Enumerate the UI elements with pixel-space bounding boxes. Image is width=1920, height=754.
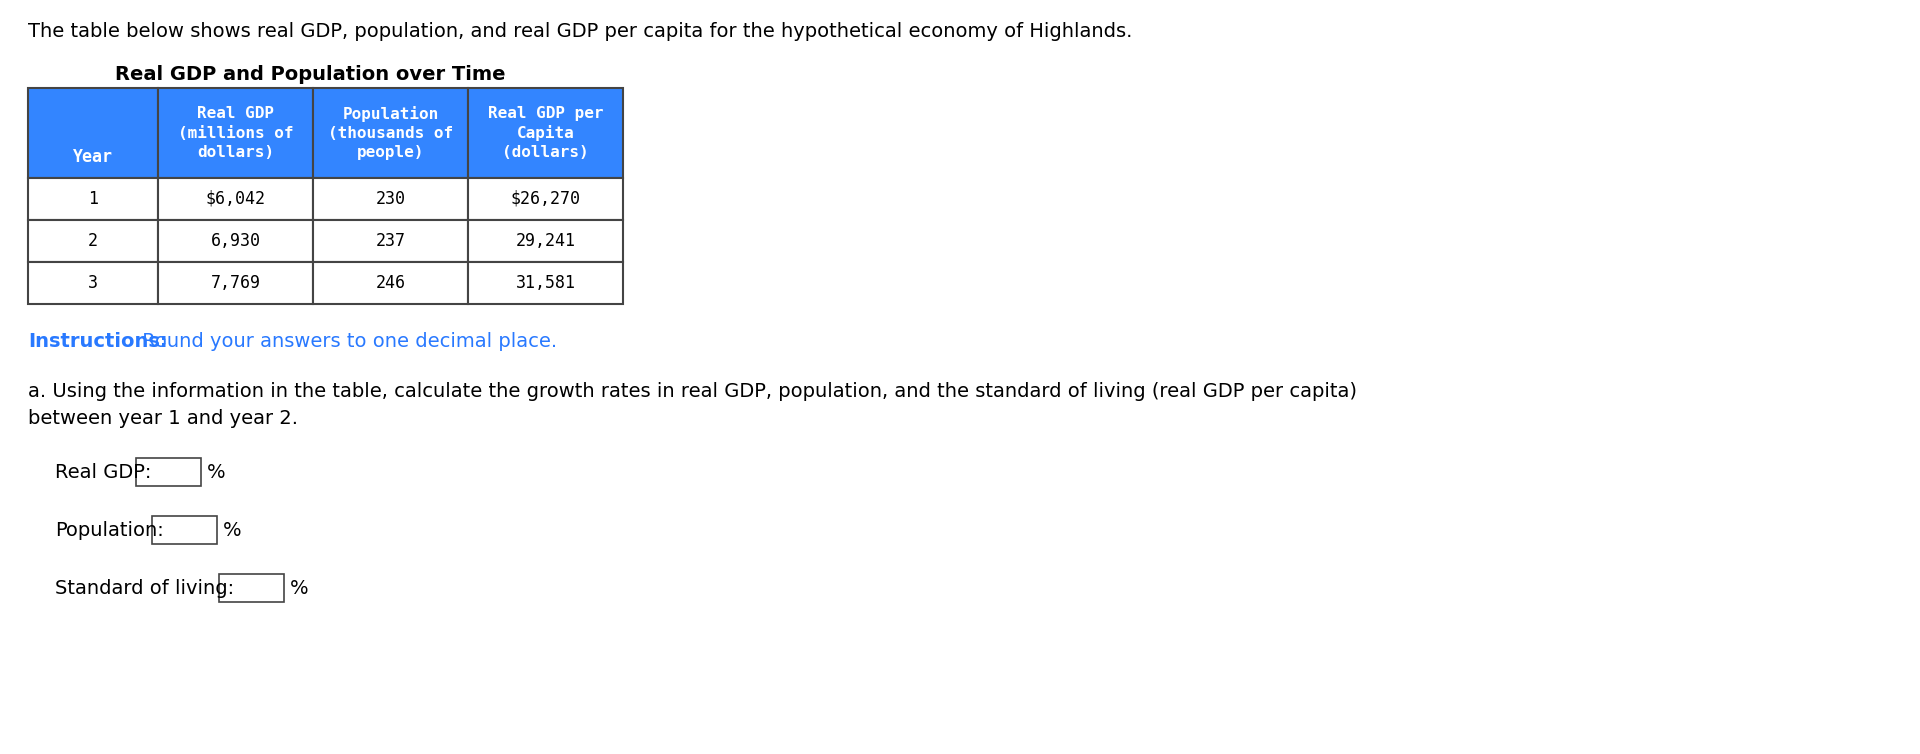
Bar — [29, 88, 157, 178]
Bar — [157, 88, 313, 178]
Bar — [219, 574, 284, 602]
Text: Year: Year — [73, 148, 113, 166]
Text: Population:: Population: — [56, 520, 163, 540]
Text: The table below shows real GDP, population, and real GDP per capita for the hypo: The table below shows real GDP, populati… — [29, 22, 1133, 41]
Bar — [157, 262, 313, 304]
Text: 29,241: 29,241 — [515, 232, 576, 250]
Text: Round your answers to one decimal place.: Round your answers to one decimal place. — [136, 332, 557, 351]
Bar — [29, 178, 157, 220]
Text: Real GDP:: Real GDP: — [56, 462, 152, 482]
Text: 2: 2 — [88, 232, 98, 250]
Text: 7,769: 7,769 — [211, 274, 261, 292]
Bar — [468, 178, 622, 220]
Text: %: % — [223, 520, 242, 540]
Bar — [313, 220, 468, 262]
Text: 31,581: 31,581 — [515, 274, 576, 292]
Bar — [29, 262, 157, 304]
Text: Instructions:: Instructions: — [29, 332, 167, 351]
Text: 237: 237 — [376, 232, 405, 250]
Bar — [157, 178, 313, 220]
Text: 1: 1 — [88, 190, 98, 208]
Text: Population
(thousands of
people): Population (thousands of people) — [328, 106, 453, 160]
Bar — [313, 178, 468, 220]
Text: $6,042: $6,042 — [205, 190, 265, 208]
Bar — [313, 262, 468, 304]
Text: %: % — [290, 578, 309, 597]
Text: Real GDP
(millions of
dollars): Real GDP (millions of dollars) — [179, 106, 294, 160]
Bar — [152, 516, 217, 544]
Text: 3: 3 — [88, 274, 98, 292]
Bar — [468, 262, 622, 304]
Bar — [29, 220, 157, 262]
Text: %: % — [207, 462, 225, 482]
Bar — [313, 88, 468, 178]
Bar — [136, 458, 202, 486]
Bar — [468, 220, 622, 262]
Bar — [157, 220, 313, 262]
Text: 246: 246 — [376, 274, 405, 292]
Text: a. Using the information in the table, calculate the growth rates in real GDP, p: a. Using the information in the table, c… — [29, 382, 1357, 428]
Text: Standard of living:: Standard of living: — [56, 578, 234, 597]
Text: Real GDP and Population over Time: Real GDP and Population over Time — [115, 65, 505, 84]
Bar — [468, 88, 622, 178]
Text: Real GDP per
Capita
(dollars): Real GDP per Capita (dollars) — [488, 106, 603, 161]
Text: 6,930: 6,930 — [211, 232, 261, 250]
Text: 230: 230 — [376, 190, 405, 208]
Text: $26,270: $26,270 — [511, 190, 580, 208]
